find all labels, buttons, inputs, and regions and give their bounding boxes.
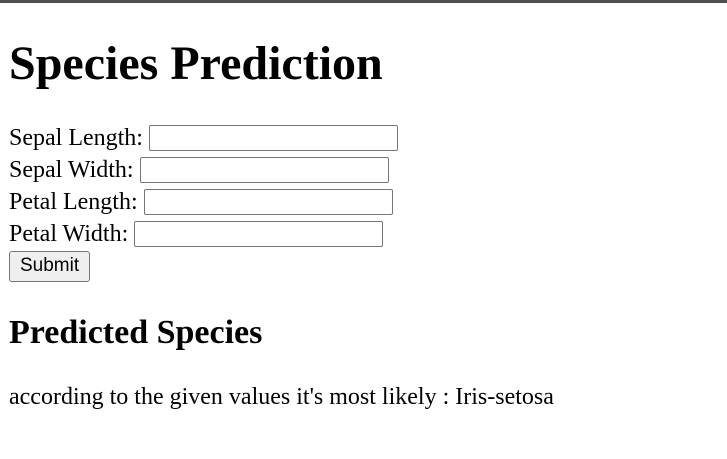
sepal-width-label: Sepal Width: [9, 157, 134, 183]
top-border [0, 0, 727, 3]
result-text: according to the given values it's most … [9, 384, 554, 410]
sepal-width-row: Sepal Width: [9, 154, 398, 186]
sepal-width-input[interactable] [139, 157, 389, 183]
petal-width-label: Petal Width: [9, 221, 129, 247]
sepal-length-label: Sepal Length: [9, 125, 143, 151]
petal-length-input[interactable] [143, 189, 393, 215]
submit-row: Submit [9, 250, 398, 282]
prediction-form: Sepal Length: Sepal Width: Petal Length:… [9, 122, 398, 282]
result-heading: Predicted Species [9, 314, 263, 351]
petal-width-input[interactable] [134, 221, 384, 247]
petal-width-row: Petal Width: [9, 218, 398, 250]
sepal-length-row: Sepal Length: [9, 122, 398, 154]
petal-length-row: Petal Length: [9, 186, 398, 218]
sepal-length-input[interactable] [148, 125, 398, 151]
submit-button[interactable]: Submit [9, 250, 91, 282]
petal-length-label: Petal Length: [9, 189, 138, 215]
page-title: Species Prediction [9, 37, 383, 90]
